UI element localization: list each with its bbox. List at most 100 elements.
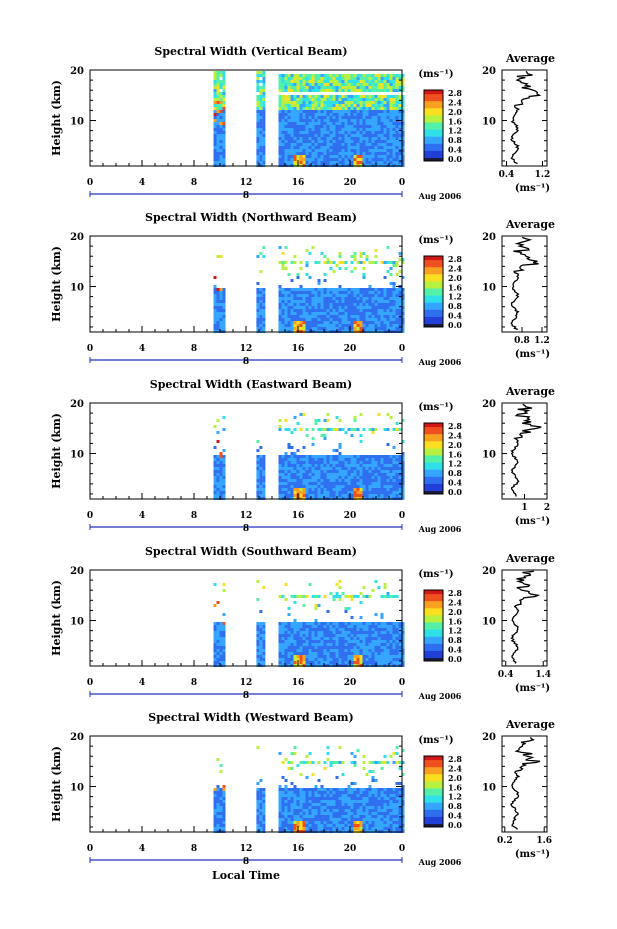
- heatmap-cell: [296, 288, 300, 291]
- heatmap-cell: [317, 821, 321, 824]
- heatmap-cell: [356, 110, 360, 113]
- heatmap-cell: [311, 303, 315, 306]
- heatmap-cell: [219, 625, 223, 628]
- heatmap-cell: [287, 306, 291, 309]
- heatmap-cell: [305, 125, 309, 128]
- heatmap-cell: [299, 291, 303, 294]
- heatmap-cell: [311, 643, 315, 646]
- heatmap-cell: [281, 661, 285, 664]
- heatmap-cell: [305, 122, 309, 125]
- heatmap-cell: [320, 634, 324, 637]
- heatmap-cell: [392, 455, 396, 458]
- heatmap-cell: [284, 649, 288, 652]
- heatmap-cell: [222, 134, 226, 137]
- colorbar-segment: [424, 134, 443, 137]
- heatmap-cell: [308, 140, 312, 143]
- heatmap-cell: [317, 824, 321, 827]
- heatmap-cell: [290, 312, 294, 315]
- heatmap-cell: [344, 74, 348, 77]
- heatmap-cell: [398, 143, 402, 146]
- heatmap-cell: [395, 324, 399, 327]
- heatmap-cell: [383, 467, 387, 470]
- heatmap-cell: [353, 300, 357, 303]
- heatmap-cell: [335, 761, 339, 764]
- heatmap-cell: [392, 140, 396, 143]
- heatmap-cell: [290, 83, 294, 86]
- heatmap-cell: [262, 661, 266, 664]
- heatmap-cell: [341, 428, 345, 431]
- heatmap-cell: [317, 455, 321, 458]
- heatmap-cell: [338, 640, 342, 643]
- heatmap-cell: [216, 485, 220, 488]
- heatmap-cell: [365, 315, 369, 318]
- heatmap-cell: [335, 116, 339, 119]
- heatmap-cell: [401, 77, 405, 80]
- heatmap-cell: [365, 312, 369, 315]
- heatmap-cell: [290, 77, 294, 80]
- heatmap-cell: [377, 631, 381, 634]
- heatmap-cell: [299, 634, 303, 637]
- heatmap-cell: [371, 589, 375, 592]
- heatmap-cell: [293, 661, 297, 664]
- heatmap-cell: [213, 494, 217, 497]
- heatmap-cell: [320, 455, 324, 458]
- heatmap-cell: [371, 101, 375, 104]
- heatmap-cell: [386, 640, 390, 643]
- heatmap-cell: [262, 116, 266, 119]
- colorbar-tick-label: 0.0: [448, 320, 462, 330]
- heatmap-cell: [320, 327, 324, 330]
- heatmap-cell: [338, 89, 342, 92]
- heatmap-cell: [389, 104, 393, 107]
- heatmap-cell: [365, 134, 369, 137]
- heatmap-cell: [359, 122, 363, 125]
- heatmap-cell: [302, 806, 306, 809]
- heatmap-cell: [317, 419, 321, 422]
- heatmap-cell: [344, 309, 348, 312]
- heatmap-cell: [326, 488, 330, 491]
- heatmap-cell: [311, 137, 315, 140]
- heatmap-cell: [374, 294, 378, 297]
- heatmap-cell: [350, 631, 354, 634]
- heatmap-cell: [317, 631, 321, 634]
- heatmap-cell: [335, 791, 339, 794]
- heatmap-cell: [302, 824, 306, 827]
- heatmap-cell: [383, 646, 387, 649]
- heatmap-cell: [259, 107, 263, 110]
- heatmap-cell: [365, 491, 369, 494]
- heatmap-cell: [398, 128, 402, 131]
- heatmap-cell: [401, 622, 405, 625]
- heatmap-cell: [392, 303, 396, 306]
- heatmap-cell: [308, 658, 312, 661]
- heatmap-cell: [222, 818, 226, 821]
- heatmap-cell: [259, 131, 263, 134]
- heatmap-cell: [350, 306, 354, 309]
- heatmap-cell: [341, 116, 345, 119]
- heatmap-cell: [302, 458, 306, 461]
- heatmap-cell: [287, 488, 291, 491]
- heatmap-cell: [213, 318, 217, 321]
- heatmap-cell: [287, 767, 291, 770]
- heatmap-cell: [362, 300, 366, 303]
- heatmap-cell: [389, 143, 393, 146]
- heatmap-cell: [371, 74, 375, 77]
- colorbar-segment: [424, 437, 443, 440]
- heatmap-cell: [368, 643, 372, 646]
- heatmap-cell: [296, 104, 300, 107]
- heatmap-cell: [362, 428, 366, 431]
- colorbar-segment: [424, 263, 443, 266]
- heatmap-cell: [356, 101, 360, 104]
- avg-x-tick-label: 0.8: [514, 336, 530, 346]
- heatmap-cell: [311, 246, 315, 249]
- heatmap-cell: [222, 631, 226, 634]
- heatmap-cell: [259, 327, 263, 330]
- heatmap-cell: [278, 104, 282, 107]
- heatmap-cell: [362, 476, 366, 479]
- heatmap-cell: [359, 473, 363, 476]
- heatmap-cell: [365, 143, 369, 146]
- colorbar-segment: [424, 634, 443, 637]
- heatmap-cell: [335, 485, 339, 488]
- heatmap-cell: [389, 101, 393, 104]
- heatmap-cell: [362, 291, 366, 294]
- heatmap-cell: [302, 482, 306, 485]
- heatmap-cell: [320, 77, 324, 80]
